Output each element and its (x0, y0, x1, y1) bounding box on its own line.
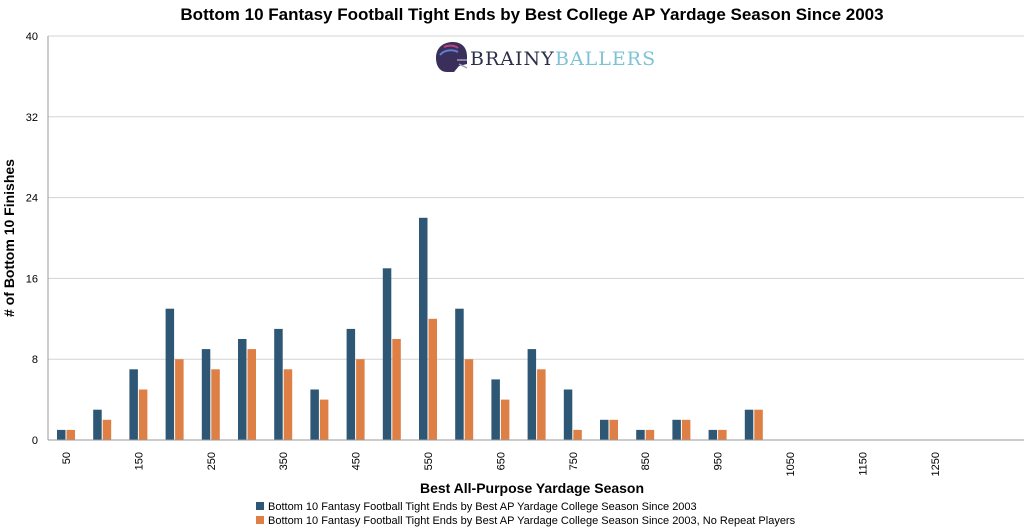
bar-series-2-800 (609, 419, 618, 440)
x-tick-label: 1150 (857, 452, 869, 476)
x-tick-label: 350 (278, 452, 290, 470)
x-axis-title: Best All-Purpose Yardage Season (420, 480, 644, 496)
y-tick-label: 24 (26, 193, 38, 205)
bar-series-2-550 (428, 318, 437, 440)
legend-swatch-series-2 (256, 516, 264, 524)
legend-swatch-series-1 (256, 502, 264, 510)
x-tick-label: 850 (640, 452, 652, 470)
x-tick-label: 150 (133, 452, 145, 470)
y-axis-ticks: 0 8 16 24 32 40 (26, 31, 38, 447)
x-axis-ticks: 50 150 250 350 450 550 650 750 850 950 1050 1150 125… (61, 452, 942, 476)
bar-series-1-900 (672, 419, 681, 440)
bar-series-2-50 (66, 429, 75, 440)
legend-label-series-1: Bottom 10 Fantasy Football Tight Ends by… (268, 501, 697, 513)
bar-series-1-350 (274, 328, 283, 440)
bar-series-2-200 (175, 359, 184, 440)
bar-series-2-350 (283, 369, 293, 440)
bar-series-1-950 (708, 429, 718, 440)
bar-series-2-250 (211, 369, 220, 440)
bar-series-1-100 (93, 409, 102, 440)
y-tick-label: 16 (26, 273, 38, 285)
bar-series-1-1000 (744, 409, 754, 440)
bar-series-2-500 (392, 339, 401, 440)
bar-series-1-700 (527, 349, 537, 440)
watermark-brainy: BRAINY (470, 48, 555, 70)
bar-series-1-300 (238, 339, 247, 440)
y-axis-title: # of Bottom 10 Finishes (1, 159, 17, 317)
x-tick-label: 550 (423, 452, 435, 470)
x-tick-label: 450 (351, 452, 363, 470)
bar-series-1-500 (382, 268, 392, 440)
watermark-ballers: BALLERS (555, 48, 656, 70)
x-tick-label: 1050 (785, 452, 797, 476)
legend: Bottom 10 Fantasy Football Tight Ends by… (256, 501, 796, 527)
bar-series-1-550 (419, 217, 428, 440)
x-tick-label: 750 (568, 452, 580, 470)
bar-series-1-50 (57, 429, 66, 440)
watermark-logo: BRAINY BALLERS (436, 42, 656, 72)
chart-title: Bottom 10 Fantasy Football Tight Ends by… (180, 5, 883, 24)
bar-series-1-750 (563, 389, 573, 440)
bar-series-1-850 (636, 429, 645, 440)
bar-series-1-200 (165, 308, 175, 440)
bar-series-2-600 (464, 359, 474, 440)
bar-series-2-650 (500, 399, 510, 440)
bars (57, 217, 763, 440)
bar-series-1-400 (310, 389, 319, 440)
bar-series-2-1000 (754, 409, 763, 440)
bar-series-2-850 (645, 429, 655, 440)
bar-series-2-300 (247, 349, 256, 440)
x-tick-label: 950 (713, 452, 725, 470)
x-tick-label: 1250 (930, 452, 942, 476)
bar-series-2-100 (102, 419, 112, 440)
y-tick-label: 40 (26, 31, 38, 43)
y-tick-label: 32 (26, 112, 38, 124)
x-tick-label: 650 (495, 452, 507, 470)
bar-series-2-950 (718, 429, 727, 440)
bar-series-1-450 (346, 328, 356, 440)
bar-series-2-150 (138, 389, 148, 440)
x-tick-label: 250 (206, 452, 218, 470)
bar-series-2-900 (681, 419, 691, 440)
bar-series-2-700 (537, 369, 546, 440)
bar-series-1-800 (600, 419, 609, 440)
bar-series-2-400 (319, 399, 329, 440)
y-tick-label: 8 (32, 354, 38, 366)
bar-series-1-150 (129, 369, 138, 440)
x-tick-label: 50 (61, 452, 73, 464)
legend-label-series-2: Bottom 10 Fantasy Football Tight Ends by… (268, 515, 796, 527)
bar-series-1-600 (455, 308, 464, 440)
helmet-icon (436, 42, 468, 72)
y-tick-label: 0 (32, 435, 38, 447)
bar-series-2-450 (356, 359, 365, 440)
bar-series-1-650 (491, 379, 500, 440)
bar-series-2-750 (573, 429, 582, 440)
bar-series-1-250 (201, 349, 211, 440)
